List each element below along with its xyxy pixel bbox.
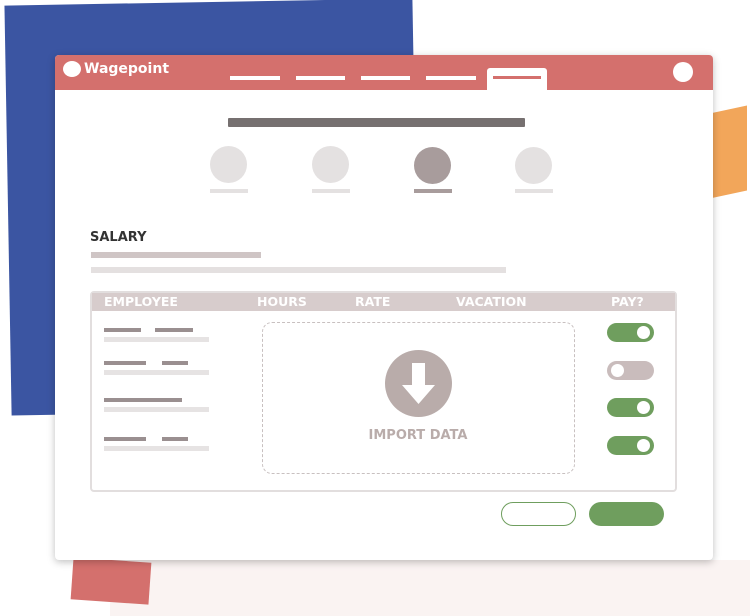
nav-tab-2[interactable] <box>296 76 345 80</box>
section-subtitle-placeholder <box>91 252 261 258</box>
employee-name-placeholder <box>104 328 141 332</box>
employee-name-placeholder <box>104 361 146 365</box>
employee-name-placeholder <box>162 437 188 441</box>
pay-toggle-row-3[interactable] <box>607 398 654 417</box>
employee-detail-placeholder <box>104 446 209 451</box>
import-data-label: IMPORT DATA <box>368 428 468 443</box>
nav-tab-3[interactable] <box>361 76 410 80</box>
secondary-button[interactable] <box>501 502 576 526</box>
column-header-pay: PAY? <box>611 294 644 309</box>
pay-toggle-row-2[interactable] <box>607 361 654 380</box>
step-1-label <box>210 189 248 193</box>
step-2[interactable] <box>312 146 349 183</box>
step-2-label <box>312 189 350 193</box>
column-header-hours: HOURS <box>257 294 307 309</box>
header-bar: Wagepoint <box>55 55 713 90</box>
employee-detail-placeholder <box>104 337 209 342</box>
column-header-rate: RATE <box>355 294 391 309</box>
logo: Wagepoint <box>63 61 169 77</box>
nav-tab-4[interactable] <box>426 76 476 80</box>
column-header-vacation: VACATION <box>456 294 527 309</box>
background-blob-red <box>70 557 152 605</box>
avatar[interactable] <box>673 62 693 82</box>
step-1[interactable] <box>210 146 247 183</box>
table-header: EMPLOYEE HOURS RATE VACATION PAY? <box>92 293 675 311</box>
nav-tab-5-active[interactable] <box>487 68 547 90</box>
logo-mark-icon <box>63 61 81 77</box>
employee-table: EMPLOYEE HOURS RATE VACATION PAY? IMPORT… <box>90 291 677 492</box>
employee-name-placeholder <box>104 437 146 441</box>
step-4[interactable] <box>515 147 552 184</box>
primary-button[interactable] <box>589 502 664 526</box>
step-3-active[interactable] <box>414 147 451 184</box>
import-data-dropzone[interactable]: IMPORT DATA <box>262 322 575 474</box>
section-title: SALARY <box>90 230 147 245</box>
step-3-label <box>414 189 452 193</box>
logo-text: Wagepoint <box>84 61 170 77</box>
step-4-label <box>515 189 553 193</box>
app-window: Wagepoint SALARY EMPLOYEE HOURS RATE VAC… <box>55 55 713 560</box>
section-description-placeholder <box>91 267 506 273</box>
pay-toggle-row-4[interactable] <box>607 436 654 455</box>
employee-detail-placeholder <box>104 407 209 412</box>
nav-tab-1[interactable] <box>230 76 280 80</box>
employee-name-placeholder <box>155 328 193 332</box>
pay-toggle-row-1[interactable] <box>607 323 654 342</box>
employee-name-placeholder <box>162 361 188 365</box>
download-arrow-icon[interactable] <box>385 350 452 417</box>
page-title-placeholder <box>228 118 525 127</box>
employee-name-placeholder <box>104 398 182 402</box>
background-blob-pink <box>110 560 750 616</box>
column-header-employee: EMPLOYEE <box>104 294 178 309</box>
employee-detail-placeholder <box>104 370 209 375</box>
